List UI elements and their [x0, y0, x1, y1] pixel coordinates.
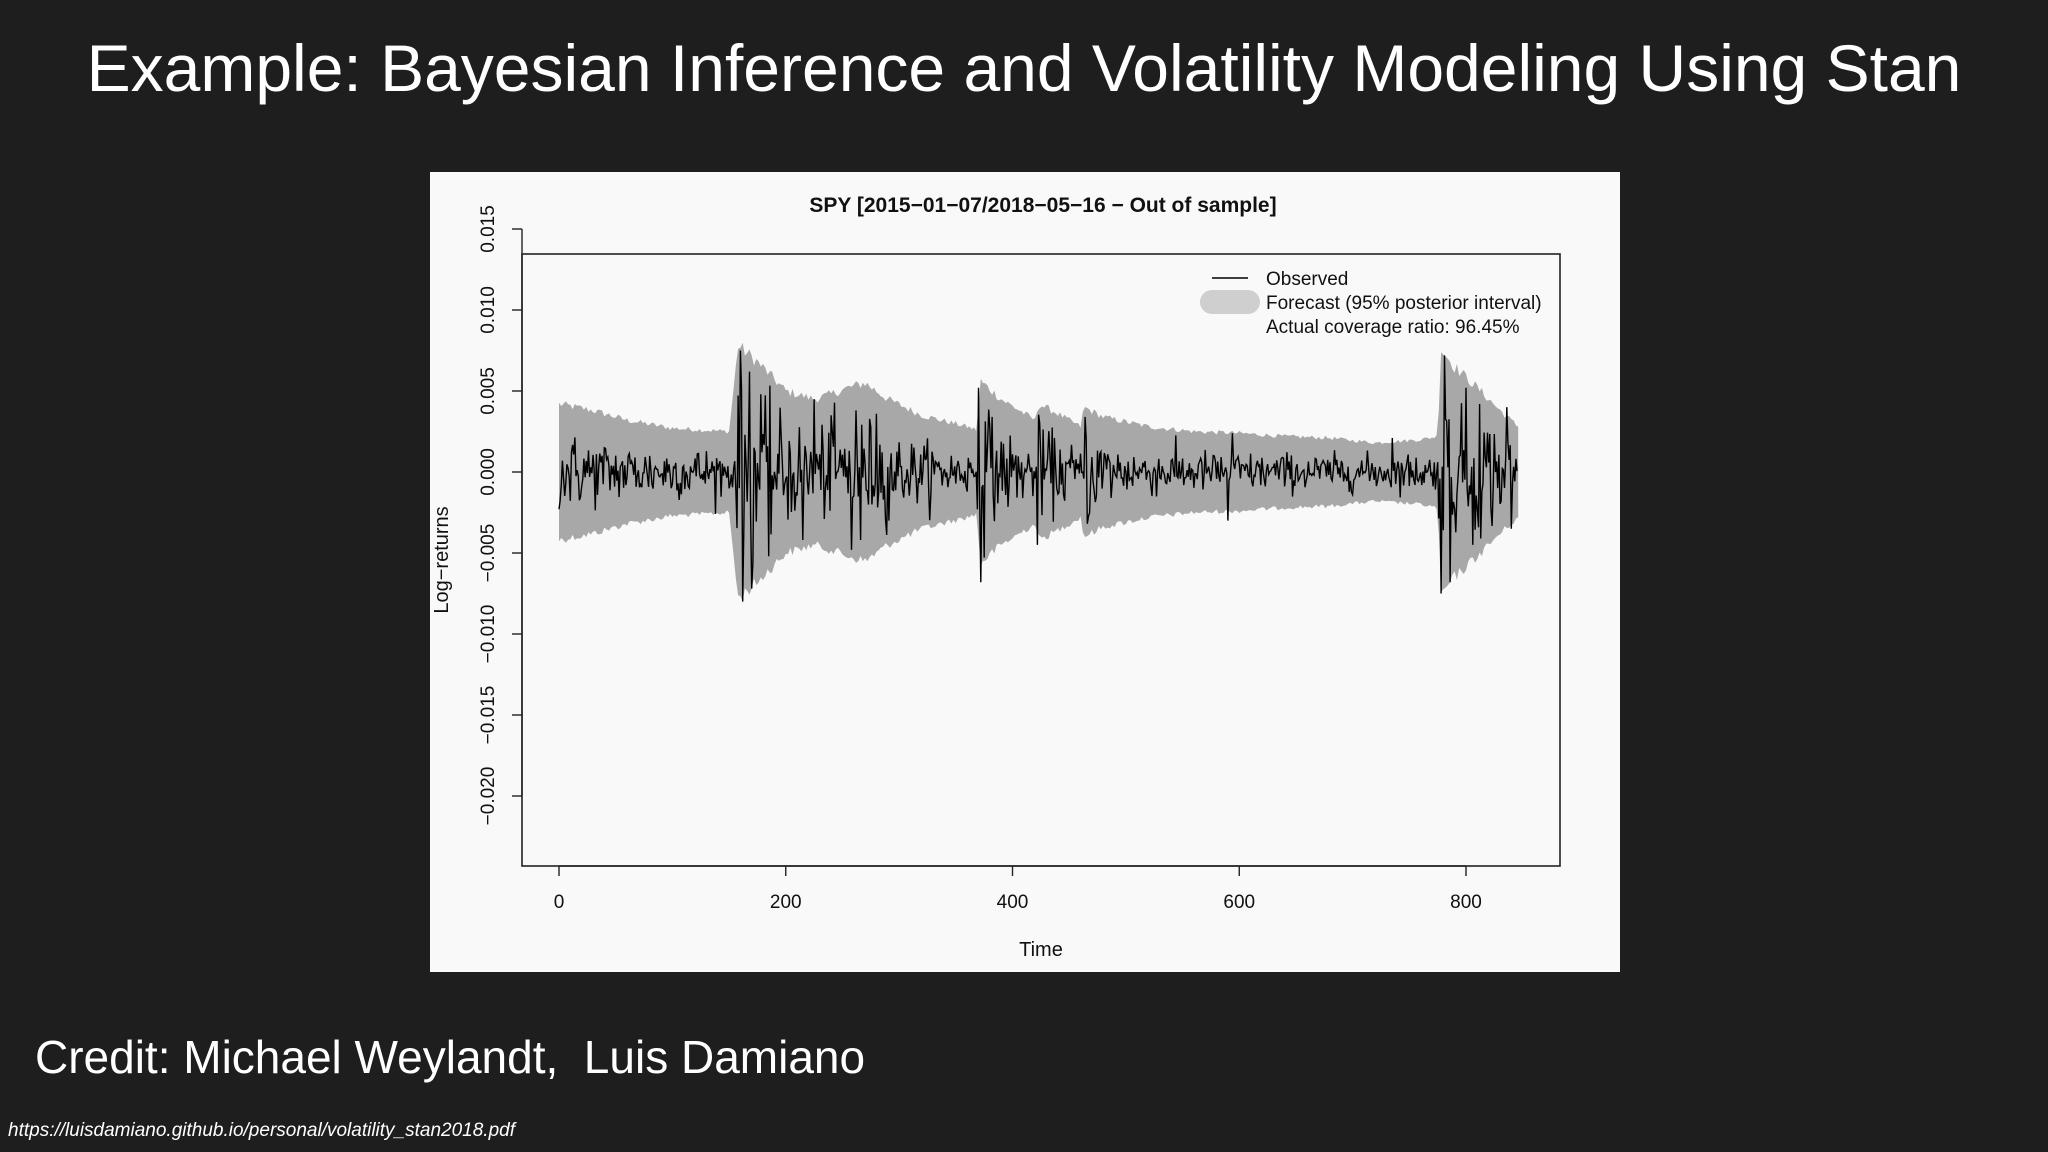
volatility-chart: SPY [2015−01−07/2018−05−16 − Out of samp…: [431, 194, 1561, 961]
legend-coverage-label: Actual coverage ratio: 96.45%: [1266, 317, 1520, 338]
x-axis: 0 200 400 600 800: [554, 865, 1482, 913]
y-tick-label: 0.015: [478, 205, 499, 253]
observed-line: [558, 350, 1518, 602]
x-tick-label: 200: [770, 892, 802, 913]
chart-title: SPY [2015−01−07/2018−05−16 − Out of samp…: [809, 194, 1276, 217]
y-tick-label: 0.010: [478, 286, 499, 334]
y-axis-label: Log−returns: [431, 506, 453, 613]
y-tick-label: −0.015: [478, 686, 499, 745]
y-axis: −0.020 −0.015 −0.010 −0.005 0.000 0.005 0.010 0…: [478, 205, 523, 826]
plot-frame: [521, 253, 1561, 867]
x-tick-label: 800: [1450, 892, 1482, 913]
x-tick-label: 600: [1223, 892, 1255, 913]
x-tick-label: 400: [997, 892, 1029, 913]
legend-forecast-swatch: [1200, 290, 1260, 314]
x-tick-label: 0: [554, 892, 565, 913]
legend: Observed Forecast (95% posterior interva…: [1200, 269, 1542, 338]
y-tick-label: 0.005: [478, 367, 499, 415]
y-tick-label: 0.000: [478, 448, 499, 496]
source-url: https://luisdamiano.github.io/personal/v…: [8, 1120, 515, 1141]
chart-panel: SPY [2015−01−07/2018−05−16 − Out of samp…: [430, 172, 1620, 972]
y-tick-label: −0.005: [478, 524, 499, 583]
y-tick-label: −0.020: [478, 767, 499, 826]
credit-text: Credit: Michael Weylandt, Luis Damiano: [35, 1031, 866, 1083]
y-tick-label: −0.010: [478, 605, 499, 664]
legend-forecast-label: Forecast (95% posterior interval): [1266, 293, 1542, 314]
slide-title: Example: Bayesian Inference and Volatili…: [86, 31, 1962, 105]
x-axis-label: Time: [1019, 939, 1063, 961]
legend-observed-label: Observed: [1266, 269, 1348, 290]
